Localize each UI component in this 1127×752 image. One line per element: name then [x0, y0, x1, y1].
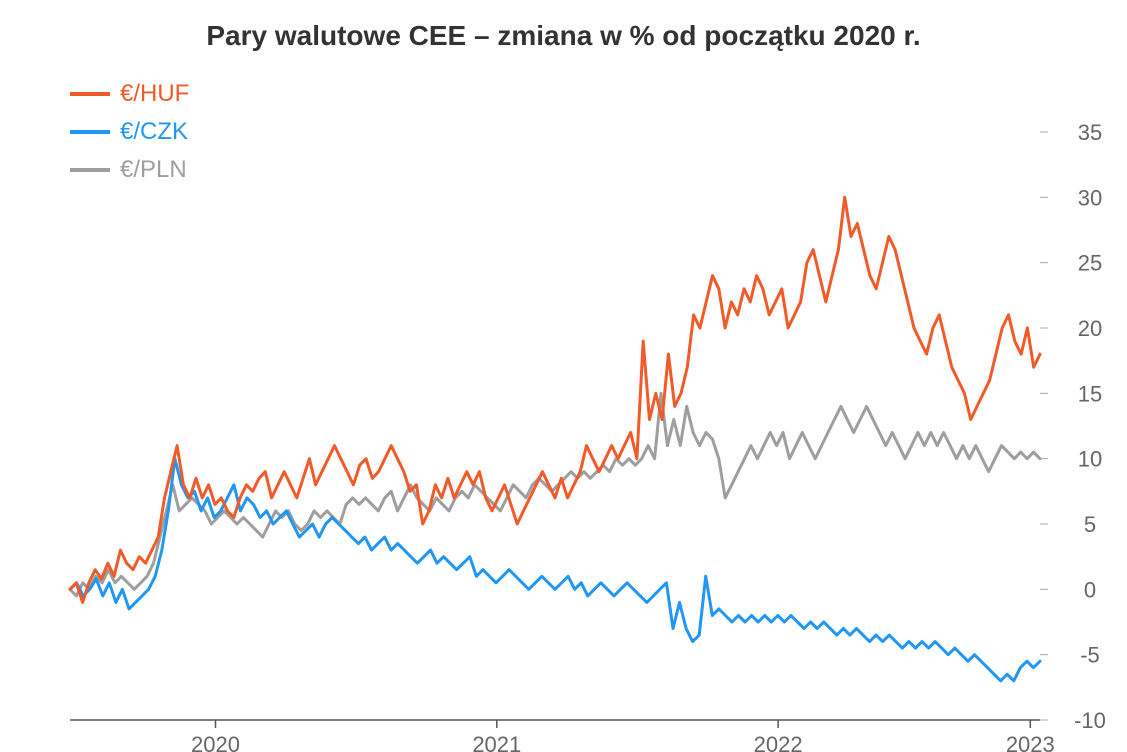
y-tick-label: 5: [1084, 512, 1096, 537]
y-tick-label: 35: [1078, 120, 1102, 145]
y-tick-label: -5: [1080, 643, 1100, 668]
y-tick-label: 20: [1078, 316, 1102, 341]
legend-swatch-pln: [70, 168, 110, 172]
y-tick-label: 0: [1084, 577, 1096, 602]
x-tick-label: 2022: [754, 732, 803, 752]
legend-item-pln: €/PLN: [70, 156, 189, 184]
x-tick-label: 2023: [1006, 732, 1055, 752]
legend-label-huf: €/HUF: [120, 80, 189, 108]
x-tick-label: 2021: [472, 732, 521, 752]
legend-item-huf: €/HUF: [70, 80, 189, 108]
chart-container: Pary walutowe CEE – zmiana w % od począt…: [20, 20, 1107, 727]
y-tick-label: 15: [1078, 381, 1102, 406]
y-tick-label: -10: [1074, 708, 1106, 733]
legend-label-czk: €/CZK: [120, 118, 188, 146]
legend: €/HUF €/CZK €/PLN: [70, 80, 189, 194]
y-tick-label: 25: [1078, 251, 1102, 276]
legend-swatch-huf: [70, 92, 110, 96]
series-line-€/CZK: [70, 459, 1040, 681]
legend-item-czk: €/CZK: [70, 118, 189, 146]
legend-swatch-czk: [70, 130, 110, 134]
series-line-€/HUF: [70, 197, 1040, 602]
x-tick-label: 2020: [191, 732, 240, 752]
chart-title: Pary walutowe CEE – zmiana w % od począt…: [20, 20, 1107, 52]
legend-label-pln: €/PLN: [120, 156, 187, 184]
y-tick-label: 30: [1078, 185, 1102, 210]
y-tick-label: 10: [1078, 447, 1102, 472]
